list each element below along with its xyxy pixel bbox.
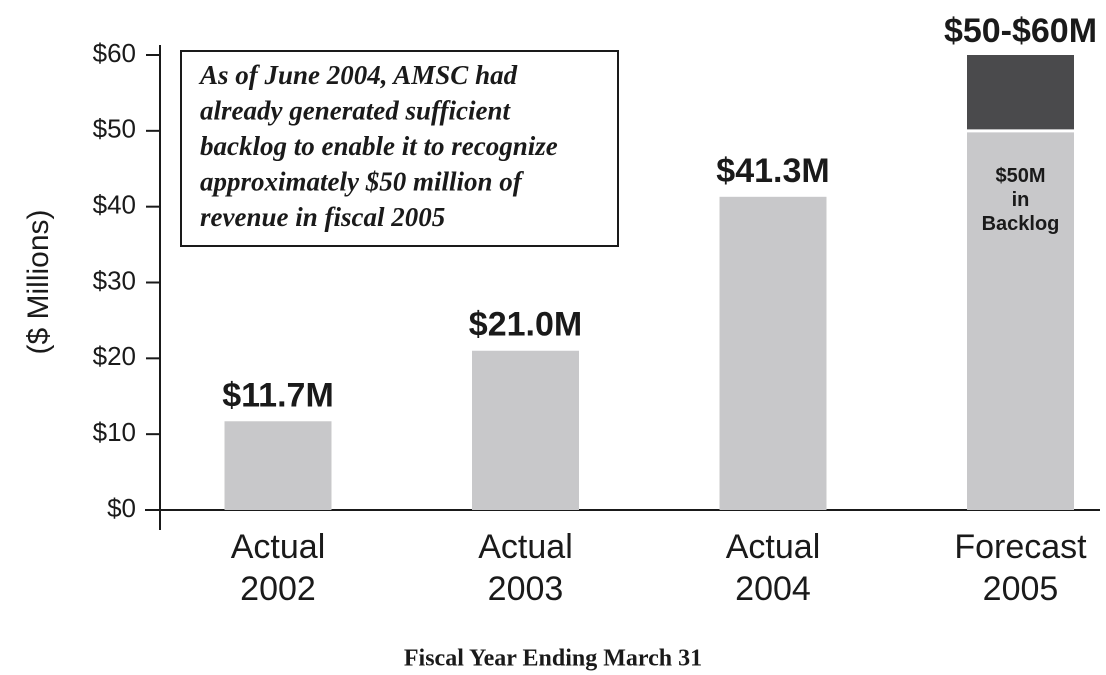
x-tick-label: Actual 2004: [726, 528, 821, 608]
value-label: $11.7M: [222, 376, 334, 414]
y-tick-label: $30: [93, 265, 136, 295]
annotation-line: backlog to enable it to recognize: [200, 131, 558, 161]
y-tick-label: $40: [93, 190, 136, 220]
range-label: $50-$60M: [944, 12, 1097, 50]
y-tick-label: $50: [93, 114, 136, 144]
bar: [967, 55, 1074, 131]
annotation-line: already generated sufficient: [200, 96, 511, 126]
x-tick-label: Actual 2002: [231, 528, 326, 608]
bar: [224, 421, 332, 510]
y-tick-label: $10: [93, 417, 136, 447]
bar: [719, 196, 827, 510]
value-label: $41.3M: [716, 152, 829, 190]
annotation-line: revenue in fiscal 2005: [200, 202, 445, 232]
bar: [472, 350, 579, 510]
annotation-box: [180, 50, 619, 247]
bar: [967, 130, 1074, 511]
y-tick-label: $60: [93, 38, 136, 68]
x-tick-label: Actual 2003: [478, 528, 573, 608]
x-tick-label: Forecast 2005: [954, 528, 1087, 608]
annotation-line: As of June 2004, AMSC had: [198, 60, 518, 90]
y-axis-label: ($ Millions): [22, 209, 55, 354]
annotation-line: approximately $50 million of: [200, 167, 525, 197]
x-axis-label: Fiscal Year Ending March 31: [404, 646, 702, 672]
value-label: $21.0M: [469, 306, 582, 344]
y-tick-label: $0: [107, 493, 136, 523]
y-tick-label: $20: [93, 341, 136, 371]
value-label: $50M in Backlog: [982, 165, 1060, 235]
